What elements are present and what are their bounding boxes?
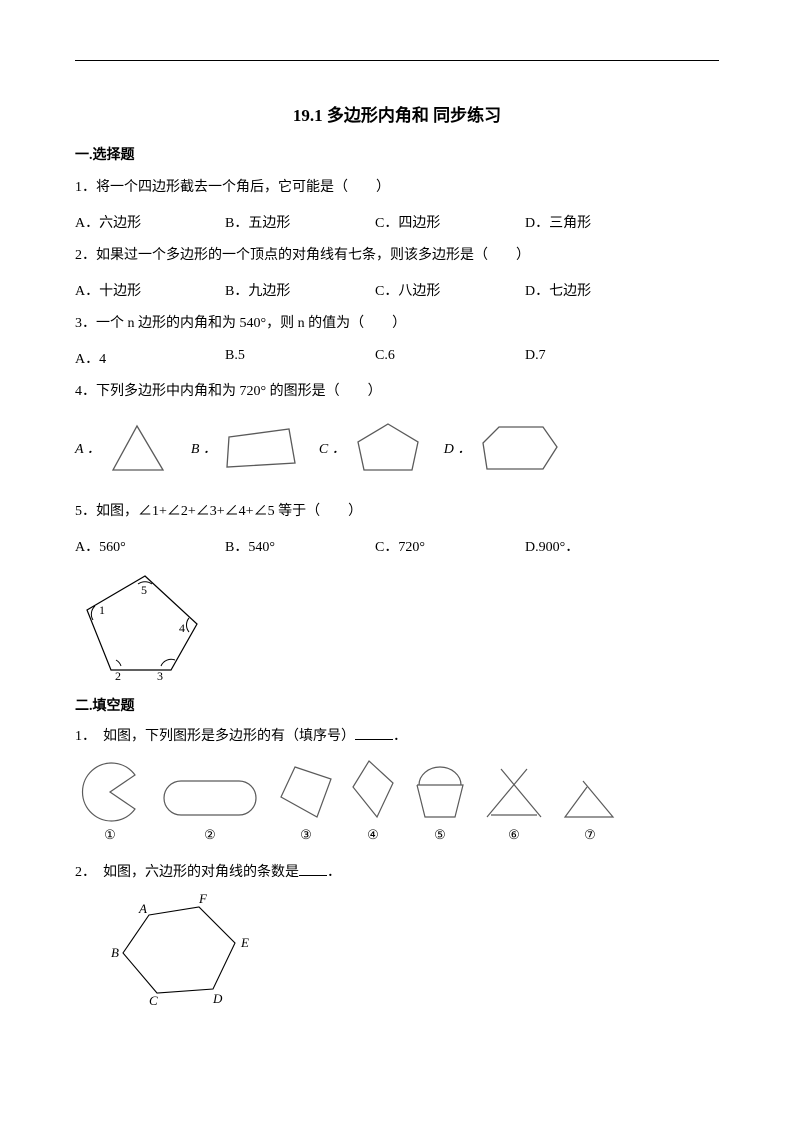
s2-q2-body: 如图，六边形的对角线的条数是 ． [103, 861, 341, 881]
q5-text: 5．如图，∠1+∠2+∠3+∠4+∠5 等于（ ） [75, 498, 719, 526]
q5-angle-label-1: 1 [99, 603, 105, 617]
section1-header: 一.选择题 [75, 144, 719, 164]
open-triangle-icon [557, 769, 623, 823]
s2-q2-figure: A B C D E F [105, 891, 719, 1016]
top-horizontal-rule [75, 60, 719, 61]
q4-figure-d: D ． [444, 421, 564, 475]
s2-fig-3-label: ③ [300, 827, 312, 843]
q1-option-c: C．四边形 [375, 212, 525, 232]
s2-fig-5-label: ⑤ [434, 827, 446, 843]
q1-option-d: D．三角形 [525, 212, 675, 232]
hex-label-c: C [149, 993, 158, 1008]
q2-option-a: A．十边形 [75, 280, 225, 300]
s2-fig-5: ⑤ [409, 763, 471, 843]
q4-label-b: B ． [191, 438, 217, 458]
s2-q2-blank [299, 861, 327, 876]
q5-options: A．560° B．540° C．720° D.900°． [75, 536, 719, 556]
s2-q1-figures: ① ② ③ ④ ⑤ [75, 757, 719, 843]
q1-options: A．六边形 B．五边形 C．四边形 D．三角形 [75, 212, 719, 232]
q2-option-b: B．九边形 [225, 280, 375, 300]
q5-option-b: B．540° [225, 536, 375, 556]
s2-fig-7: ⑦ [557, 769, 623, 843]
quadrilateral-icon [223, 423, 299, 473]
s2-q1-text: 如图，下列图形是多边形的有（填序号） [103, 729, 355, 744]
s2-q2-suffix: ． [327, 865, 341, 880]
q5-option-c: C．720° [375, 536, 525, 556]
s2-q1-suffix: ． [393, 729, 407, 744]
q1-option-a: A．六边形 [75, 212, 225, 232]
q1-option-b: B．五边形 [225, 212, 375, 232]
q2-text: 2．如果过一个多边形的一个顶点的对角线有七条，则该多边形是（ ） [75, 242, 719, 270]
q5-angle-label-3: 3 [157, 669, 163, 683]
q4-label-c: C ． [319, 438, 346, 458]
q4-text: 4．下列多边形中内角和为 720° 的图形是（ ） [75, 378, 719, 406]
q3-option-c: C.6 [375, 348, 525, 368]
hex-label-a: A [138, 901, 147, 916]
q5-angle-label-4: 4 [179, 621, 185, 635]
q4-figure-c: C ． [319, 420, 424, 476]
triangle-cross-icon [481, 765, 547, 823]
s2-fig-4: ④ [347, 757, 399, 843]
q4-label-d: D ． [444, 438, 472, 458]
q4-figures: A ． B ． C ． D ． [75, 420, 719, 476]
s2-fig-7-label: ⑦ [584, 827, 596, 843]
pentagon-icon [352, 420, 424, 476]
q2-option-d: D．七边形 [525, 280, 675, 300]
hex-label-b: B [111, 945, 119, 960]
s2-q1-blank [355, 725, 393, 740]
q2-option-c: C．八边形 [375, 280, 525, 300]
bucket-icon [409, 763, 471, 823]
hexagon-icon [477, 421, 563, 475]
hex-label-e: E [240, 935, 249, 950]
s2-q1-body: 如图，下列图形是多边形的有（填序号） ． [103, 725, 407, 745]
q1-text: 1．将一个四边形截去一个角后，它可能是（ ） [75, 174, 719, 202]
s2-q2-text: 如图，六边形的对角线的条数是 [103, 865, 299, 880]
q5-option-a: A．560° [75, 536, 225, 556]
rounded-hexagon-icon [155, 773, 265, 823]
hex-label-f: F [198, 891, 208, 906]
labeled-hexagon-icon: A B C D E F [105, 891, 265, 1011]
q3-text: 3．一个 n 边形的内角和为 540°，则 n 的值为（ ） [75, 310, 719, 338]
s2-fig-6: ⑥ [481, 765, 547, 843]
q4-figure-a: A ． [75, 422, 171, 474]
quad-shape-icon [275, 761, 337, 823]
s2-q2: 2． 如图，六边形的对角线的条数是 ． [75, 861, 719, 881]
s2-q1: 1． 如图，下列图形是多边形的有（填序号） ． [75, 725, 719, 745]
s2-fig-1-label: ① [104, 827, 116, 843]
q2-options: A．十边形 B．九边形 C．八边形 D．七边形 [75, 280, 719, 300]
s2-fig-1: ① [75, 761, 145, 843]
q5-angle-label-5: 5 [141, 583, 147, 597]
s2-fig-6-label: ⑥ [508, 827, 520, 843]
pacman-icon [75, 761, 145, 823]
q5-figure: 5 1 2 3 4 [75, 566, 719, 689]
s2-q2-num: 2． [75, 861, 103, 881]
q3-option-d: D.7 [525, 348, 675, 368]
s2-fig-2-label: ② [204, 827, 216, 843]
page-title: 19.1 多边形内角和 同步练习 [75, 101, 719, 126]
s2-q1-num: 1． [75, 725, 103, 745]
triangle-icon [107, 422, 171, 474]
hex-label-d: D [212, 991, 223, 1006]
q5-angle-label-2: 2 [115, 669, 121, 683]
q3-options: A．4 B.5 C.6 D.7 [75, 348, 719, 368]
s2-fig-3: ③ [275, 761, 337, 843]
rhombus-icon [347, 757, 399, 823]
q4-figure-b: B ． [191, 423, 299, 473]
pentagon-angles-icon: 5 1 2 3 4 [75, 566, 225, 684]
q3-option-b: B.5 [225, 348, 375, 368]
s2-fig-2: ② [155, 773, 265, 843]
q4-label-a: A ． [75, 438, 101, 458]
q3-option-a: A．4 [75, 348, 225, 368]
s2-fig-4-label: ④ [367, 827, 379, 843]
section2-header: 二.填空题 [75, 695, 719, 715]
q5-option-d: D.900°． [525, 536, 675, 556]
